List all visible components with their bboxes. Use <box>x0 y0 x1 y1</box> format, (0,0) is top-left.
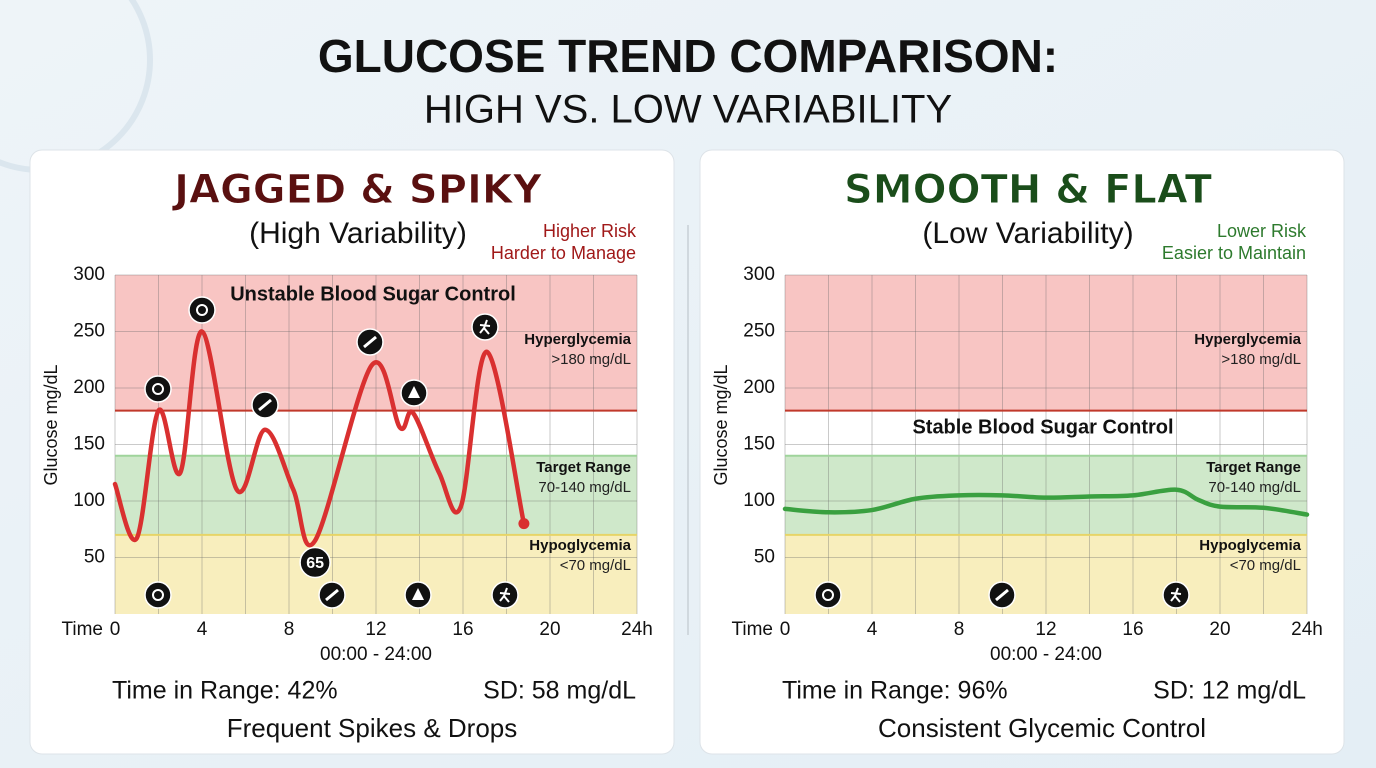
risk-note: Lower Risk <box>1217 221 1307 241</box>
x-tick-label: 12 <box>365 619 386 640</box>
event-icon-glyph <box>408 386 420 398</box>
band-name: Target Range <box>536 459 631 476</box>
band-note: >180 mg/dL <box>551 351 631 368</box>
band-note: >180 mg/dL <box>1221 351 1301 368</box>
band-name: Target Range <box>1206 459 1301 476</box>
event-icon-glyph <box>499 587 511 603</box>
chart-title: Stable Blood Sugar Control <box>912 416 1173 438</box>
event-icon-glyph <box>412 588 424 600</box>
event-icon-glyph <box>152 383 164 395</box>
y-tick-label: 100 <box>743 490 775 511</box>
event-icon <box>814 581 842 609</box>
risk-note: Harder to Manage <box>491 243 636 263</box>
x-tick-label: 16 <box>1122 619 1143 640</box>
event-icon-glyph <box>995 588 1009 602</box>
y-tick-label: 300 <box>743 264 775 285</box>
event-icon <box>144 581 172 609</box>
y-tick-label: 50 <box>754 547 775 568</box>
event-icon <box>144 375 172 403</box>
event-icon-glyph <box>363 335 377 349</box>
x-tick-label: 24h <box>621 619 653 640</box>
risk-note: Higher Risk <box>543 221 637 241</box>
glucose-line <box>112 329 527 548</box>
event-icon-glyph <box>479 319 491 335</box>
time-label: Time <box>731 619 773 640</box>
chart-panel: JAGGED & SPIKY (High Variability) Higher R… <box>29 149 675 755</box>
panel-heading: JAGGED & SPIKY <box>171 167 543 213</box>
band-note: 70-140 mg/dL <box>1208 479 1301 496</box>
data-label: 65 <box>306 555 324 572</box>
event-icon-glyph <box>1170 587 1182 603</box>
stat: Time in Range: 42% <box>112 677 338 705</box>
x-tick-label: 4 <box>867 619 878 640</box>
x-axis-label: 00:00 - 24:00 <box>990 644 1102 665</box>
y-tick-label: 200 <box>743 377 775 398</box>
page-subtitle: HIGH VS. LOW VARIABILITY <box>424 88 952 132</box>
band-name: Hypoglycemia <box>1199 537 1301 554</box>
range-band <box>785 534 1307 614</box>
x-tick-label: 0 <box>110 619 121 640</box>
y-tick-label: 300 <box>73 264 105 285</box>
y-tick-label: 150 <box>743 434 775 455</box>
y-tick-label: 100 <box>73 490 105 511</box>
event-icon-glyph <box>822 589 834 601</box>
panel-subheading: (High Variability) <box>249 217 467 250</box>
charts: JAGGED & SPIKY (High Variability) Higher R… <box>29 149 1345 755</box>
band-note: <70 mg/dL <box>560 557 631 574</box>
x-tick-label: 20 <box>1209 619 1230 640</box>
range-band <box>785 410 1307 456</box>
x-tick-label: 8 <box>954 619 965 640</box>
stat: SD: 12 mg/dL <box>1153 677 1306 705</box>
glucose-line <box>782 487 1310 517</box>
range-band <box>115 455 637 535</box>
range-band <box>785 455 1307 535</box>
x-tick-label: 20 <box>539 619 560 640</box>
y-tick-label: 250 <box>743 321 775 342</box>
band-name: Hypoglycemia <box>529 537 631 554</box>
band-name: Hyperglycemia <box>524 331 631 348</box>
band-note: <70 mg/dL <box>1230 557 1301 574</box>
x-tick-label: 4 <box>197 619 208 640</box>
y-tick-label: 200 <box>73 377 105 398</box>
stat: Time in Range: 96% <box>782 677 1008 705</box>
y-tick-label: 50 <box>84 547 105 568</box>
y-axis-label: Glucose mg/dL <box>41 364 61 485</box>
event-icon-glyph <box>258 398 272 412</box>
y-tick-label: 250 <box>73 321 105 342</box>
event-icon <box>188 296 216 324</box>
x-tick-label: 12 <box>1035 619 1056 640</box>
range-band <box>115 534 637 614</box>
range-band <box>115 410 637 456</box>
risk-note: Easier to Maintain <box>1162 243 1306 263</box>
x-tick-label: 8 <box>284 619 295 640</box>
range-band <box>785 275 1307 411</box>
chart-title: Unstable Blood Sugar Control <box>230 283 516 305</box>
x-tick-label: 24h <box>1291 619 1323 640</box>
band-note: 70-140 mg/dL <box>538 479 631 496</box>
caption: Frequent Spikes & Drops <box>227 713 517 743</box>
caption: Consistent Glycemic Control <box>878 713 1206 743</box>
page-title: GLUCOSE TREND COMPARISON: <box>318 30 1058 82</box>
y-tick-label: 150 <box>73 434 105 455</box>
event-icon-glyph <box>325 588 339 602</box>
chart-panel: SMOOTH & FLAT (Low Variability) Lower Risk… <box>699 149 1345 755</box>
band-name: Hyperglycemia <box>1194 331 1301 348</box>
x-axis-label: 00:00 - 24:00 <box>320 644 432 665</box>
time-label: Time <box>61 619 103 640</box>
panel-heading: SMOOTH & FLAT <box>844 167 1213 213</box>
x-tick-label: 16 <box>452 619 473 640</box>
event-icon-glyph <box>152 589 164 601</box>
end-point <box>518 518 530 530</box>
panel-subheading: (Low Variability) <box>922 217 1133 250</box>
event-icon-glyph <box>196 304 208 316</box>
min-badge <box>299 546 331 579</box>
x-tick-label: 0 <box>780 619 791 640</box>
y-axis-label: Glucose mg/dL <box>711 364 731 485</box>
stat: SD: 58 mg/dL <box>483 677 636 705</box>
